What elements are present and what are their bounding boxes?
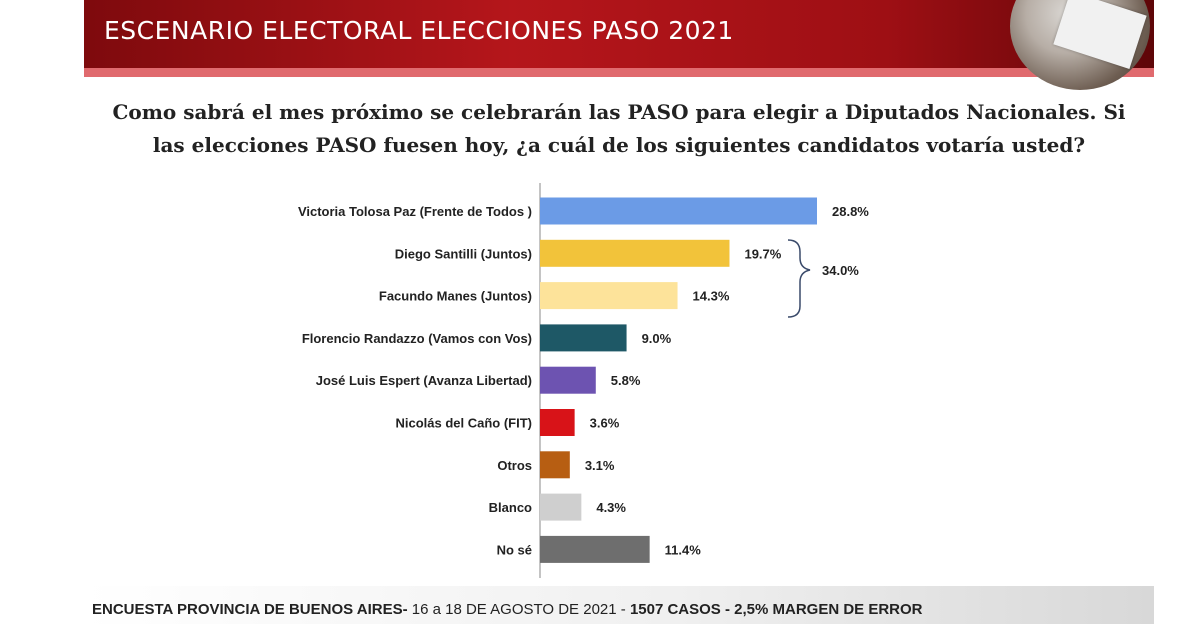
category-label: Blanco xyxy=(489,500,532,515)
value-label: 9.0% xyxy=(642,331,672,346)
footer-cases: 1507 CASOS - 2,5% MARGEN DE ERROR xyxy=(629,601,923,618)
question-line-1: Como sabrá el mes próximo se celebrarán … xyxy=(112,100,1126,124)
bar xyxy=(540,493,582,521)
bar xyxy=(540,451,570,479)
value-label: 11.4% xyxy=(665,542,702,557)
category-label: Nicolás del Caño (FIT) xyxy=(395,416,532,431)
value-label: 19.7% xyxy=(744,246,781,261)
category-label: Florencio Randazzo (Vamos con Vos) xyxy=(302,331,532,346)
value-label: 4.3% xyxy=(596,500,626,515)
question-line-2: las elecciones PASO fuesen hoy, ¿a cuál … xyxy=(152,133,1086,157)
category-label: Facundo Manes (Juntos) xyxy=(379,289,532,304)
footer-text: ENCUESTA PROVINCIA DE BUENOS AIRES- 16 a… xyxy=(92,601,923,618)
category-label: Otros xyxy=(497,458,532,473)
bar xyxy=(540,282,678,310)
category-label: No sé xyxy=(497,542,532,557)
bars-group: Victoria Tolosa Paz (Frente de Todos ) 28… xyxy=(298,197,869,563)
value-label: 28.8% xyxy=(832,204,869,219)
value-label: 3.6% xyxy=(590,416,620,431)
bar xyxy=(540,535,650,563)
group-brace xyxy=(787,239,811,318)
header-banner: ESCENARIO ELECTORAL ELECCIONES PASO 2021 xyxy=(84,0,1154,68)
bar xyxy=(540,366,596,394)
value-label: 14.3% xyxy=(693,289,730,304)
footer-survey: ENCUESTA PROVINCIA DE BUENOS AIRES- xyxy=(92,601,408,618)
bar xyxy=(540,197,817,225)
header-stripe xyxy=(84,68,1154,77)
value-label: 3.1% xyxy=(585,458,615,473)
footer-dates: 16 a 18 DE AGOSTO DE 2021 - xyxy=(407,601,630,618)
category-label: Victoria Tolosa Paz (Frente de Todos ) xyxy=(298,204,532,219)
group-total-label: 34.0% xyxy=(822,263,859,278)
bar xyxy=(540,239,730,267)
bar xyxy=(540,409,575,436)
footer-bar: ENCUESTA PROVINCIA DE BUENOS AIRES- 16 a… xyxy=(84,586,1154,624)
survey-question: Como sabrá el mes próximo se celebrarán … xyxy=(0,96,1200,162)
category-label: José Luis Espert (Avanza Libertad) xyxy=(316,373,532,388)
bar xyxy=(540,324,627,352)
value-label: 5.8% xyxy=(611,373,641,388)
page-title: ESCENARIO ELECTORAL ELECCIONES PASO 2021 xyxy=(104,16,734,45)
category-label: Diego Santilli (Juntos) xyxy=(395,246,532,261)
